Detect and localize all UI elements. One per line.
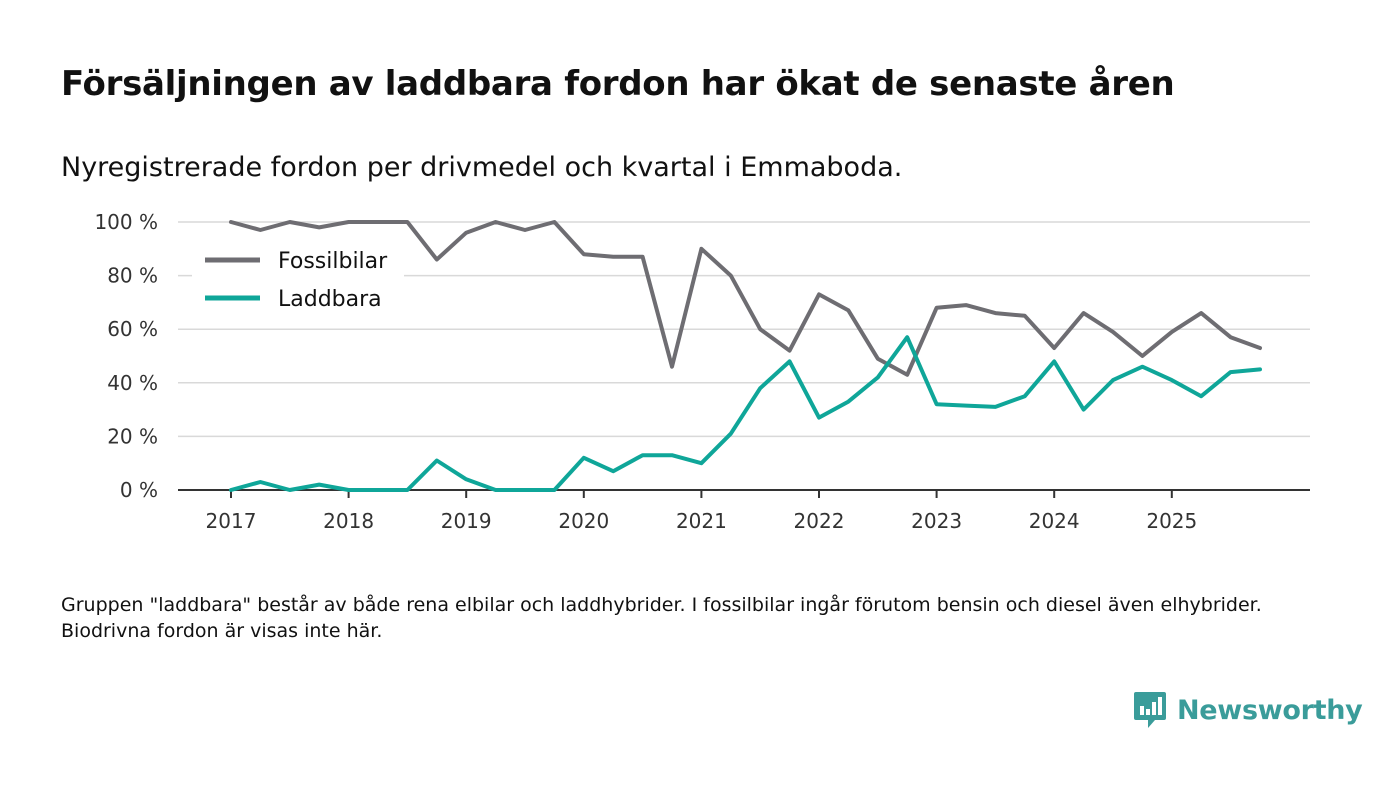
- line-chart: 0 % 20 % 40 % 60 % 80 % 100 % 2017 2018 2019 202…: [94, 210, 1310, 533]
- chart-subtitle: Nyregistrerade fordon per drivmedel och …: [61, 152, 903, 183]
- x-tick-label: 2022: [794, 509, 845, 533]
- x-tick-label: 2024: [1029, 509, 1080, 533]
- x-tick-label: 2019: [441, 509, 492, 533]
- y-tick-label: 20 %: [107, 424, 158, 448]
- y-tick-label: 40 %: [107, 371, 158, 395]
- y-tick-label: 100 %: [94, 210, 158, 234]
- chart-title: Försäljningen av laddbara fordon har öka…: [61, 64, 1175, 104]
- newsworthy-logo-text: Newsworthy: [1177, 694, 1363, 726]
- series-lines: [229, 220, 1262, 492]
- newsworthy-logo-icon: [1134, 692, 1166, 728]
- footnote: Gruppen "laddbara" består av både rena e…: [61, 594, 1262, 642]
- series-line-fossilbilar: [229, 220, 1262, 377]
- x-tick-label: 2021: [676, 509, 727, 533]
- legend: Fossilbilar Laddbara: [192, 238, 404, 318]
- y-tick-label: 80 %: [107, 264, 158, 288]
- x-tick-label: 2025: [1146, 509, 1197, 533]
- legend-background: [192, 238, 404, 318]
- x-tick-label: 2017: [206, 509, 257, 533]
- x-tick-label: 2020: [558, 509, 609, 533]
- y-tick-label: 60 %: [107, 317, 158, 341]
- series-line-laddbara: [229, 335, 1262, 492]
- legend-label-laddbara: Laddbara: [278, 287, 382, 312]
- x-tick-label: 2023: [911, 509, 962, 533]
- legend-label-fossilbilar: Fossilbilar: [278, 249, 388, 274]
- newsworthy-logo[interactable]: Newsworthy: [1133, 690, 1363, 730]
- x-tick-label: 2018: [323, 509, 374, 533]
- y-axis-labels: 0 % 20 % 40 % 60 % 80 % 100 %: [94, 210, 158, 502]
- y-tick-label: 0 %: [120, 478, 158, 502]
- x-axis: 2017 2018 2019 2020 2021 2022 2023 2024 2025: [178, 489, 1310, 533]
